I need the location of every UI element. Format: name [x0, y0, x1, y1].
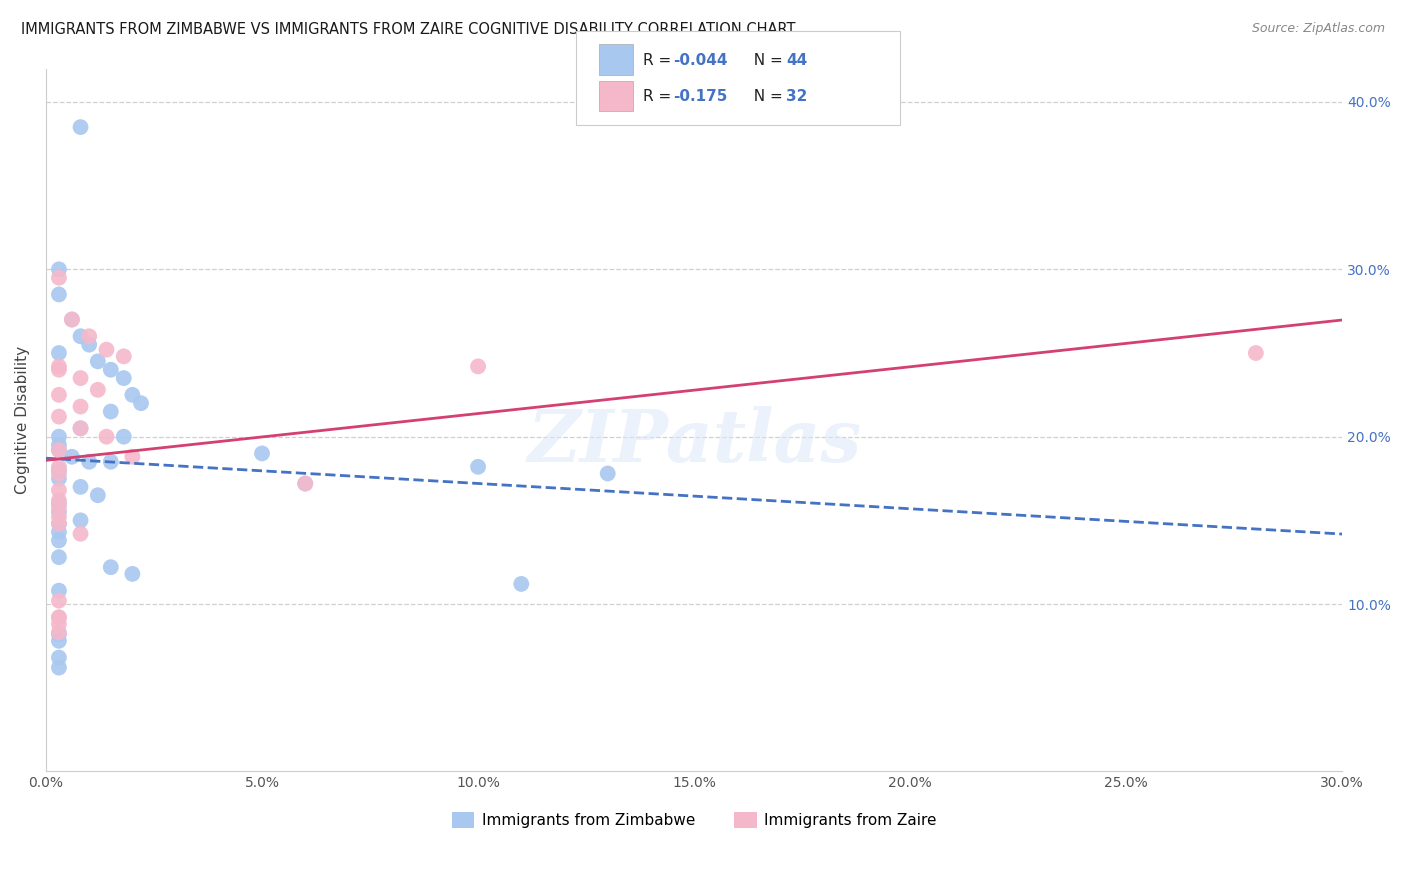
- Text: 32: 32: [786, 89, 807, 104]
- Point: [48, 388, 70, 402]
- Point: [48, 516, 70, 531]
- Point: [48, 270, 70, 285]
- Point: [48, 660, 70, 674]
- Point: [100, 560, 122, 574]
- Point: [48, 610, 70, 624]
- Point: [69, 421, 91, 435]
- Point: [250, 446, 273, 460]
- Point: [48, 438, 70, 452]
- Point: [121, 566, 143, 581]
- Text: N =: N =: [744, 89, 787, 104]
- Point: [48, 650, 70, 665]
- Point: [112, 430, 135, 444]
- Point: [294, 476, 316, 491]
- Text: R =: R =: [643, 89, 681, 104]
- Point: [129, 396, 152, 410]
- Point: [467, 359, 489, 374]
- Text: IMMIGRANTS FROM ZIMBABWE VS IMMIGRANTS FROM ZAIRE COGNITIVE DISABILITY CORRELATI: IMMIGRANTS FROM ZIMBABWE VS IMMIGRANTS F…: [21, 22, 796, 37]
- Point: [69, 513, 91, 527]
- Text: -0.175: -0.175: [673, 89, 728, 104]
- Point: [48, 625, 70, 640]
- Point: [48, 443, 70, 458]
- Point: [48, 524, 70, 539]
- Point: [87, 354, 110, 368]
- Point: [48, 633, 70, 648]
- Point: [112, 349, 135, 363]
- Point: [48, 533, 70, 548]
- Point: [69, 371, 91, 385]
- Point: [48, 610, 70, 624]
- Point: [294, 476, 316, 491]
- Point: [48, 287, 70, 301]
- Text: ZIPatlas: ZIPatlas: [527, 406, 862, 476]
- Point: [48, 483, 70, 498]
- Text: N =: N =: [744, 53, 787, 68]
- Point: [77, 337, 100, 351]
- Point: [121, 388, 143, 402]
- Text: Source: ZipAtlas.com: Source: ZipAtlas.com: [1251, 22, 1385, 36]
- Point: [77, 329, 100, 343]
- Point: [69, 400, 91, 414]
- Point: [100, 404, 122, 418]
- Point: [60, 312, 83, 326]
- Point: [48, 510, 70, 524]
- Text: R =: R =: [643, 53, 676, 68]
- Point: [48, 550, 70, 565]
- Point: [96, 343, 118, 357]
- Point: [121, 450, 143, 464]
- Point: [596, 467, 619, 481]
- Point: [48, 363, 70, 377]
- Point: [48, 346, 70, 360]
- Point: [69, 329, 91, 343]
- Point: [510, 577, 533, 591]
- Point: [87, 383, 110, 397]
- Point: [48, 516, 70, 531]
- Point: [48, 409, 70, 424]
- Point: [77, 455, 100, 469]
- Point: [48, 459, 70, 474]
- Point: [69, 480, 91, 494]
- Point: [48, 463, 70, 477]
- Point: [48, 359, 70, 374]
- Point: [48, 262, 70, 277]
- Point: [69, 526, 91, 541]
- Point: [48, 500, 70, 514]
- Point: [48, 583, 70, 598]
- Legend: Immigrants from Zimbabwe, Immigrants from Zaire: Immigrants from Zimbabwe, Immigrants fro…: [446, 805, 943, 834]
- Point: [48, 505, 70, 519]
- Point: [60, 450, 83, 464]
- Point: [48, 593, 70, 607]
- Point: [112, 371, 135, 385]
- Point: [69, 120, 91, 134]
- Point: [48, 471, 70, 485]
- Text: -0.044: -0.044: [673, 53, 728, 68]
- Text: 44: 44: [786, 53, 807, 68]
- Point: [87, 488, 110, 502]
- Point: [48, 627, 70, 641]
- Point: [48, 467, 70, 481]
- Point: [48, 493, 70, 508]
- Point: [48, 617, 70, 632]
- Point: [100, 363, 122, 377]
- Point: [96, 430, 118, 444]
- Point: [48, 497, 70, 511]
- Point: [48, 430, 70, 444]
- Point: [1244, 346, 1267, 360]
- Point: [100, 455, 122, 469]
- Point: [60, 312, 83, 326]
- Y-axis label: Cognitive Disability: Cognitive Disability: [15, 346, 30, 494]
- Point: [48, 443, 70, 458]
- Point: [467, 459, 489, 474]
- Point: [69, 421, 91, 435]
